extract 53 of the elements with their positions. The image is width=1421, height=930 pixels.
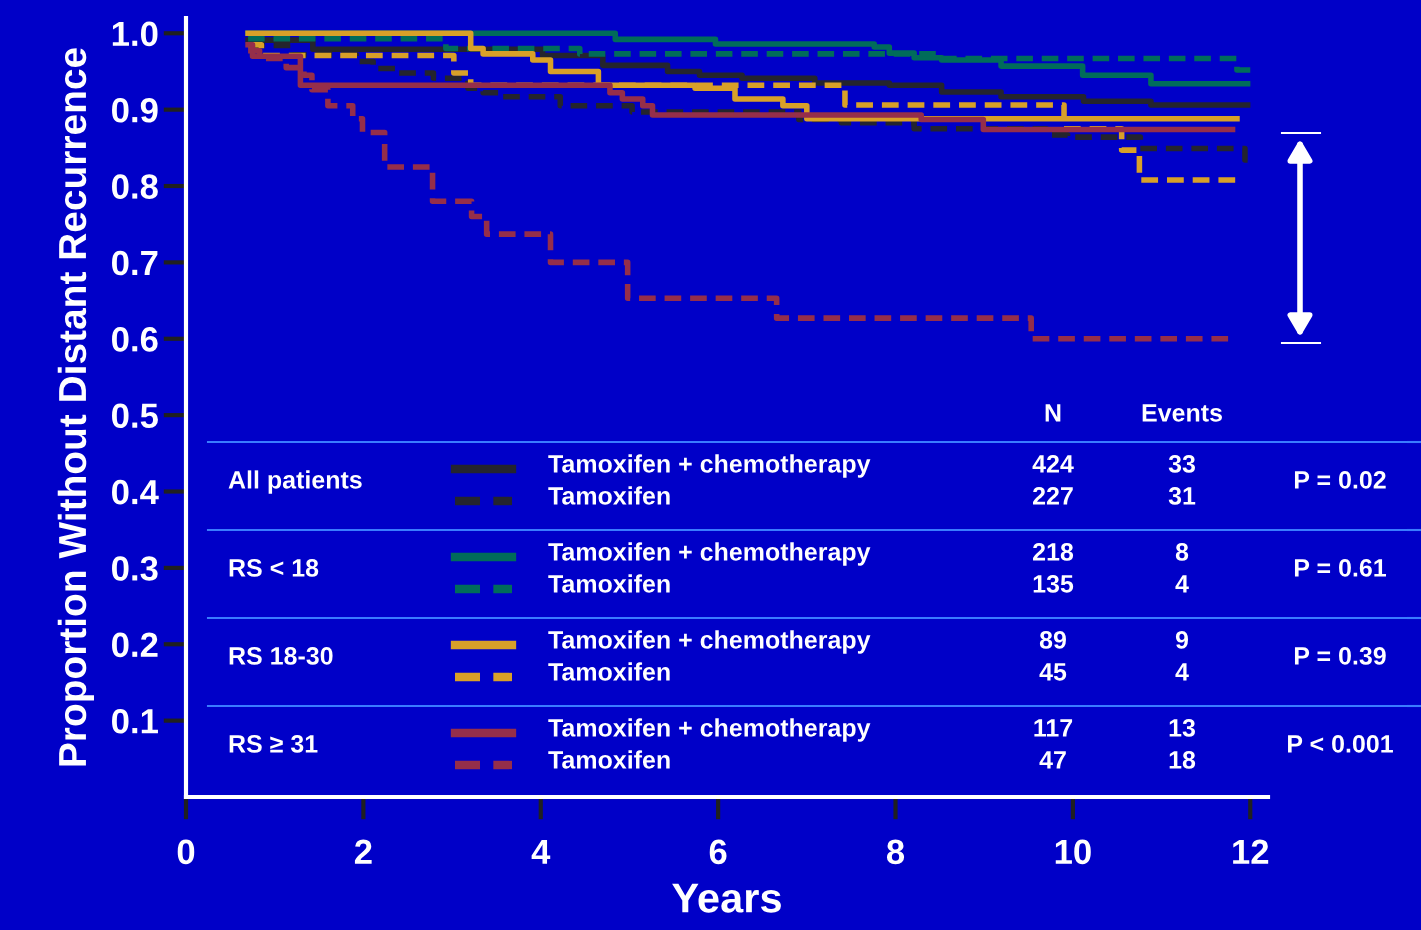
y-tick-label: 0.6 <box>112 327 158 352</box>
legend-label: Tamoxifen <box>548 486 670 505</box>
y-tick-label: 0.1 <box>112 708 158 734</box>
x-tick-label: 6 <box>709 839 727 865</box>
annotation: 9 <box>1175 631 1189 649</box>
annotation: RS ≥ 31 <box>229 735 318 753</box>
annotation: 227 <box>1033 487 1073 505</box>
annotation: 13 <box>1169 719 1195 737</box>
legend-label: Tamoxifen + chemotherapy <box>548 542 871 566</box>
annotation: 424 <box>1032 455 1074 473</box>
y-tick-label: 0.3 <box>112 556 158 581</box>
annotation: N <box>1045 404 1061 422</box>
annotation: 45 <box>1039 663 1067 681</box>
annotation: Events <box>1142 404 1222 422</box>
annotation: RS < 18 <box>229 559 319 577</box>
x-tick-label: 2 <box>354 839 372 864</box>
y-tick-label: 0.2 <box>112 632 158 658</box>
x-tick-label: 0 <box>177 839 195 865</box>
annotation: 135 <box>1033 575 1074 593</box>
annotation: 89 <box>1039 631 1066 649</box>
legend-label: Tamoxifen <box>548 750 670 769</box>
annotation: 8 <box>1175 543 1189 561</box>
y-tick-label: 0.7 <box>112 250 158 276</box>
y-tick-label: 1.0 <box>112 21 158 47</box>
x-tick-label: 8 <box>886 839 905 865</box>
text: P = 0.39 <box>1294 647 1386 665</box>
annotation: All patients <box>228 470 362 494</box>
x-axis-title: Years <box>672 883 781 913</box>
x-tick-label: 12 <box>1233 839 1269 864</box>
x-tick-label: 10 <box>1055 839 1091 865</box>
y-tick-label: 0.8 <box>112 174 158 199</box>
annotation: 4 <box>1175 663 1189 681</box>
annotation: 33 <box>1168 455 1195 473</box>
legend-label: Tamoxifen + chemotherapy <box>548 718 871 742</box>
x-tick-label: 4 <box>531 839 551 864</box>
y-axis-title: Proportion Without Distant Recurrence <box>57 48 94 766</box>
annotation: 4 <box>1175 575 1189 593</box>
legend-label: Tamoxifen + chemotherapy <box>548 630 871 654</box>
annotation: 31 <box>1168 487 1196 505</box>
text: P < 0.001 <box>1288 735 1393 753</box>
annotation: 47 <box>1039 751 1066 769</box>
annotation: 117 <box>1034 719 1073 737</box>
annotation: 218 <box>1033 543 1074 561</box>
annotation: 18 <box>1169 751 1196 769</box>
text: P = 0.61 <box>1294 559 1386 577</box>
legend-label: Tamoxifen <box>548 574 670 593</box>
y-tick-label: 0.5 <box>112 403 158 429</box>
legend-label: Tamoxifen + chemotherapy <box>548 454 871 478</box>
y-tick-label: 0.9 <box>112 97 158 123</box>
text: P = 0.02 <box>1294 471 1386 489</box>
y-tick-label: 0.4 <box>112 479 159 505</box>
legend-label: Tamoxifen <box>548 662 670 681</box>
annotation: RS 18-30 <box>229 647 333 665</box>
